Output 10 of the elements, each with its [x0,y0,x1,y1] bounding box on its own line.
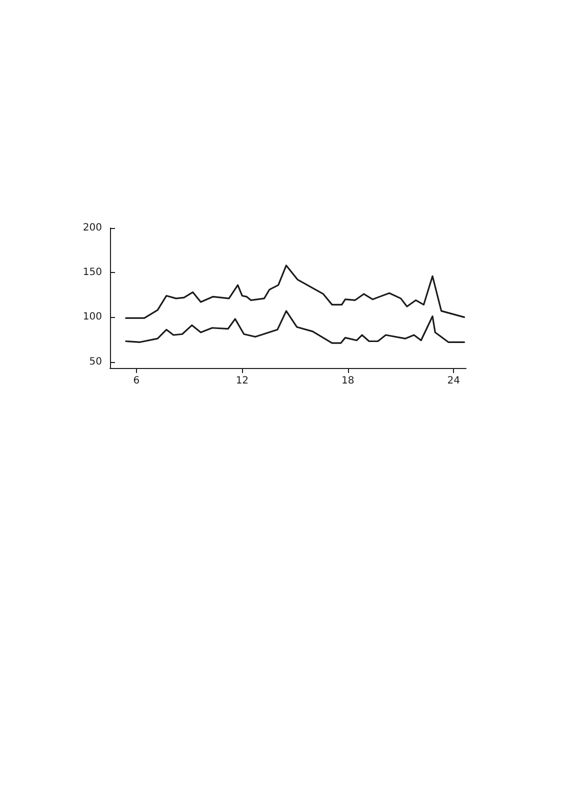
line-series [125,264,466,319]
x-tick-label: 6 [133,376,140,386]
y-tick-label: 100 [82,312,102,323]
x-tick-label: 12 [236,376,249,386]
x-tick-label: 18 [342,376,354,386]
y-tick-label: 50 [89,356,102,368]
x-tick-label: 24 [447,376,460,386]
y-tick-label: 150 [82,267,102,278]
y-tick-label: 200 [82,222,102,234]
line-series [125,310,466,344]
